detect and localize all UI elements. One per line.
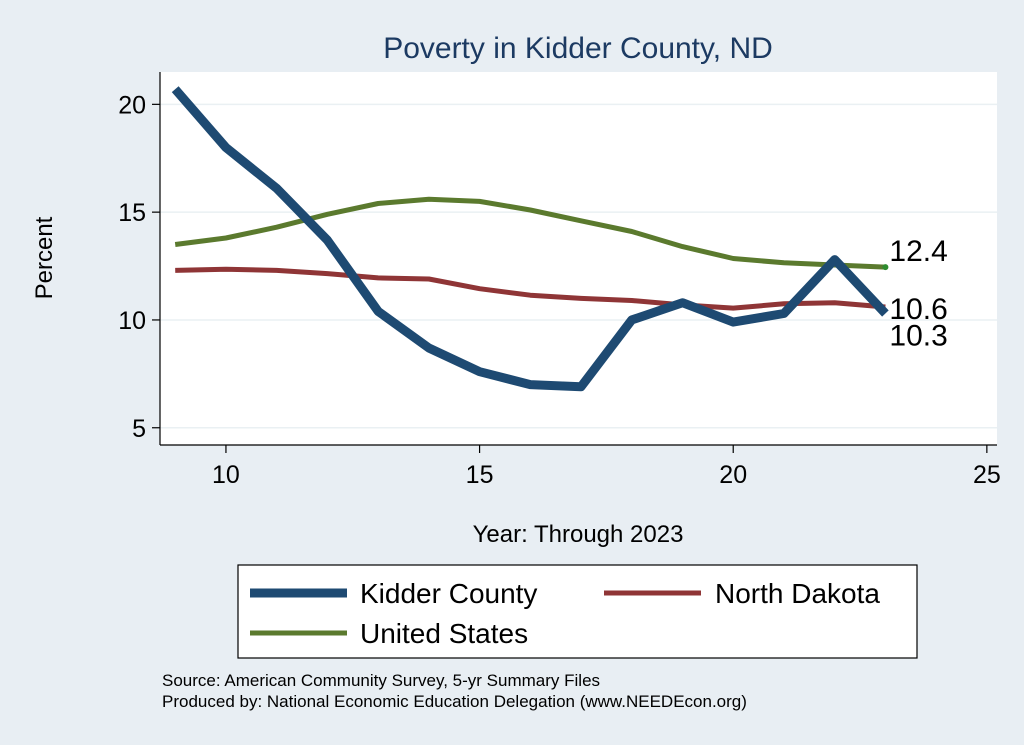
y-tick-label: 5 [132, 415, 146, 443]
tick-labels: 5 10 15 20 10 15 20 25 [118, 91, 1001, 489]
x-tick-label: 25 [973, 461, 1001, 489]
series-line-kidder-county [171, 86, 889, 392]
series-line-north-dakota [175, 266, 886, 311]
legend-label-north-dakota: North Dakota [715, 578, 880, 609]
end-marker-united-states [882, 264, 889, 271]
produced-by-note: Produced by: National Economic Education… [162, 692, 747, 711]
end-label-kidder-county: 10.3 [889, 319, 947, 352]
axes [159, 72, 997, 446]
series-line-united-states [174, 196, 886, 270]
legend-box [237, 564, 918, 659]
legend-label-kidder-county: Kidder County [360, 578, 537, 609]
x-axis-label: Year: Through 2023 [473, 521, 684, 548]
y-tick-label: 15 [118, 199, 146, 227]
y-tick-label: 10 [118, 307, 146, 335]
legend: Kidder County North Dakota United States [237, 564, 918, 659]
y-tick-label: 20 [118, 91, 146, 119]
source-note: Source: American Community Survey, 5-yr … [162, 671, 600, 690]
x-tick-label: 20 [719, 461, 747, 489]
x-tick-label: 15 [466, 461, 494, 489]
end-label-united-states: 12.4 [889, 235, 947, 268]
x-tick-label: 10 [212, 461, 240, 489]
end-labels: 10.310.6 12.4 [882, 235, 948, 352]
chart-title: Poverty in Kidder County, ND [383, 32, 773, 65]
legend-label-united-states: United States [360, 618, 528, 649]
end-label-north-dakota: 10.6 [889, 293, 947, 326]
series-lines [171, 86, 889, 392]
y-axis-label: Percent [31, 216, 58, 299]
